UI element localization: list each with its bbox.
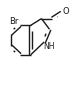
Text: Br: Br bbox=[9, 17, 18, 26]
Text: O: O bbox=[63, 7, 69, 16]
Text: NH: NH bbox=[43, 42, 55, 51]
